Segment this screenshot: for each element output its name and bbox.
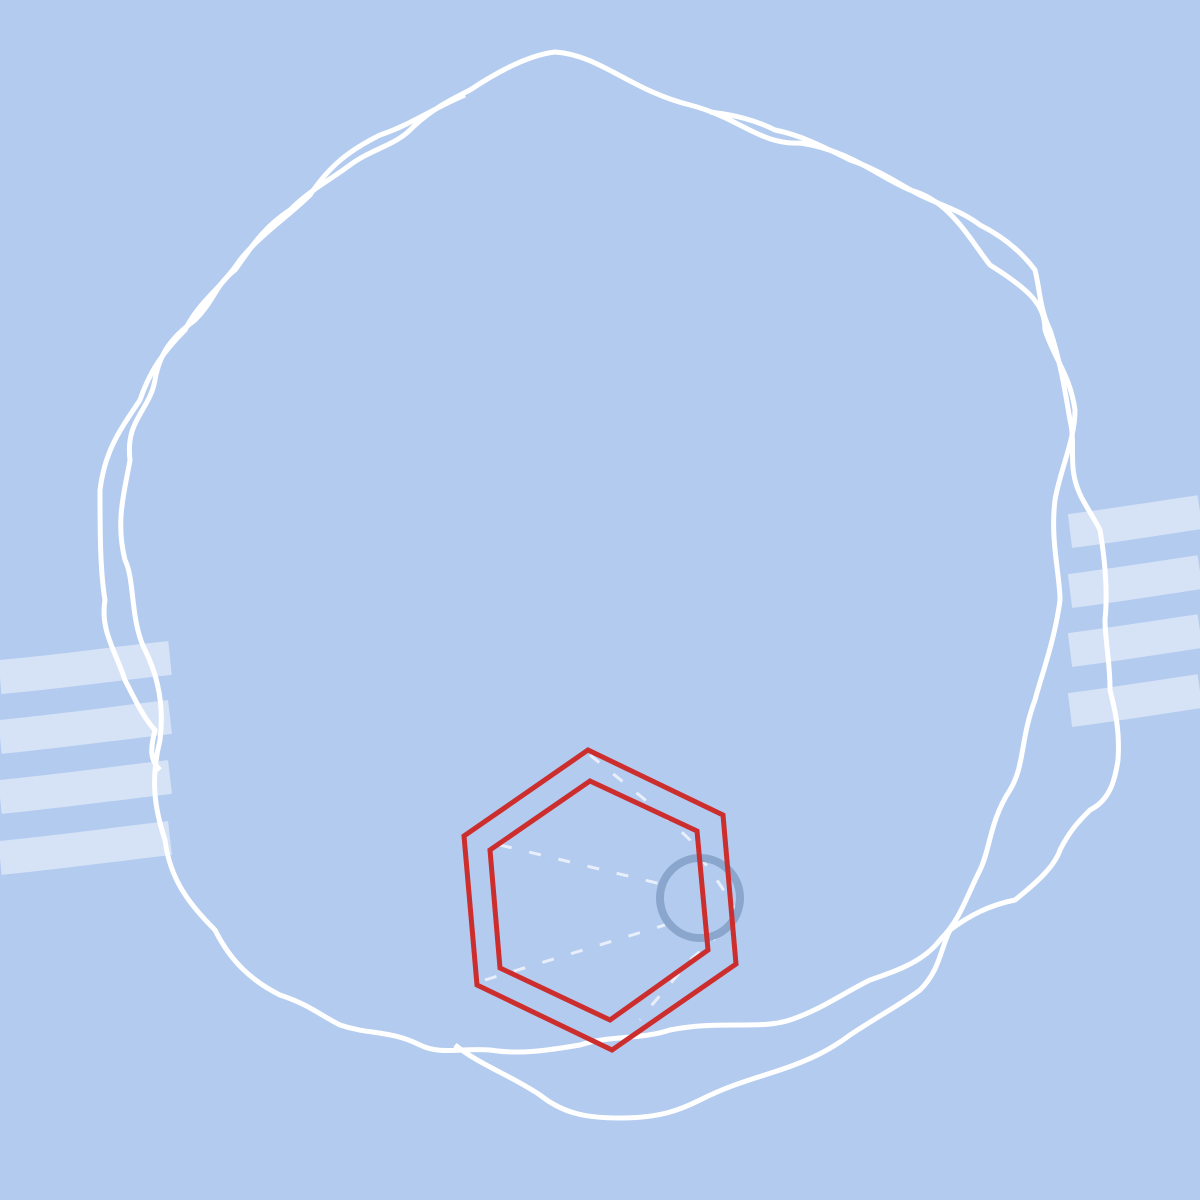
stripe (1067, 495, 1200, 548)
stripe (1067, 674, 1200, 727)
stripe (0, 760, 172, 814)
stripe (1067, 614, 1200, 667)
outer-hexagon (461, 747, 739, 1053)
right-stripes (1067, 495, 1200, 727)
stripe (1067, 555, 1200, 608)
wavy-outline-secondary (97, 92, 1121, 1121)
inner-hexagon (487, 778, 711, 1023)
wavy-outline-primary (118, 49, 1078, 1055)
stripe (0, 821, 172, 875)
stripe (0, 641, 172, 694)
dashed-guides (484, 753, 737, 1021)
